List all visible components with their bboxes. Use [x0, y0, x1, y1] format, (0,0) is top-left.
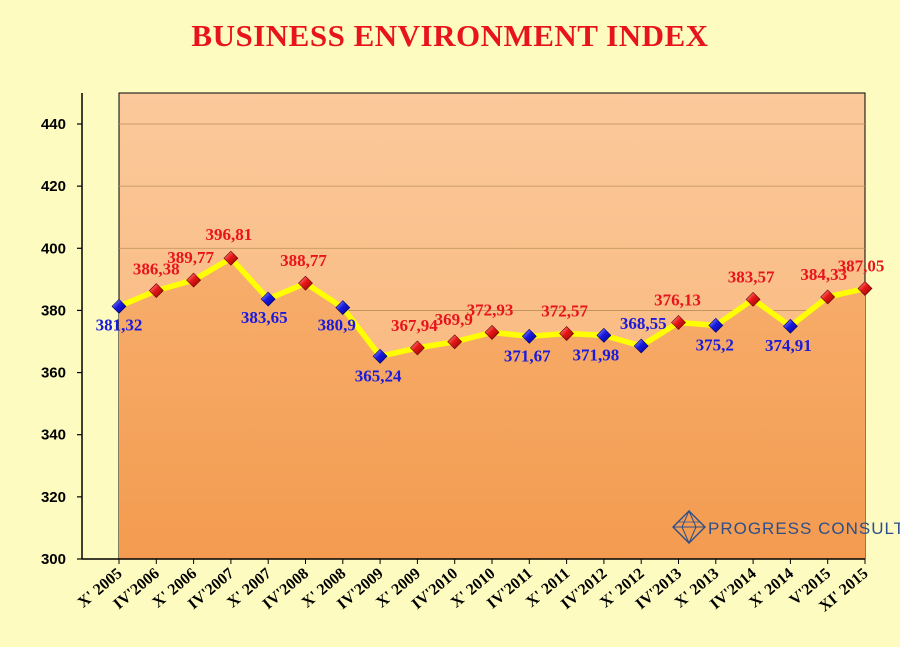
data-point-marker[interactable]	[782, 318, 798, 334]
data-point-marker[interactable]	[596, 327, 612, 343]
data-label: 381,32	[96, 315, 143, 334]
data-point-marker[interactable]	[409, 340, 425, 356]
data-label: 380,9	[318, 316, 356, 335]
y-tick-label: 420	[41, 178, 66, 195]
y-tick-label: 300	[41, 551, 66, 568]
data-point-marker[interactable]	[857, 281, 873, 296]
data-point-marker[interactable]	[447, 334, 463, 350]
watermark-text: PROGRESS CONSULT	[708, 519, 900, 538]
data-point-marker[interactable]	[186, 272, 202, 288]
data-label: 383,65	[241, 308, 288, 327]
y-tick-label: 380	[41, 302, 66, 319]
data-point-marker[interactable]	[298, 275, 313, 291]
y-tick-label: 440	[41, 116, 66, 133]
data-label: 374,91	[765, 336, 812, 355]
data-point-marker[interactable]	[111, 298, 127, 314]
data-label: 386,38	[133, 260, 180, 279]
data-point-marker[interactable]	[484, 324, 500, 340]
y-tick-label: 360	[41, 365, 66, 382]
data-label: 371,67	[504, 346, 551, 365]
data-label: 376,13	[654, 290, 701, 309]
data-point-marker[interactable]	[335, 300, 351, 316]
data-label: 368,55	[620, 314, 667, 333]
data-label: 387,05	[838, 257, 885, 276]
data-label: 372,93	[467, 300, 514, 319]
data-label: 396,81	[206, 225, 253, 244]
y-tick-label: 400	[41, 240, 66, 257]
y-tick-label: 340	[41, 427, 66, 444]
data-point-marker[interactable]	[372, 348, 388, 364]
data-point-marker[interactable]	[260, 291, 276, 307]
area-fill	[119, 258, 865, 559]
data-point-marker[interactable]	[671, 315, 686, 330]
data-label: 383,57	[728, 267, 775, 286]
data-label: 384,33	[800, 265, 847, 284]
data-label: 375,2	[696, 335, 734, 354]
data-point-marker[interactable]	[820, 289, 836, 305]
data-label: 369,9	[435, 310, 473, 329]
diamond-logo-icon	[672, 509, 706, 545]
data-label: 371,98	[573, 345, 620, 364]
data-label: 388,77	[280, 251, 327, 270]
data-point-marker[interactable]	[148, 283, 164, 299]
progress-consult-watermark: PROGRESS CONSULT	[672, 509, 900, 545]
data-label: 372,57	[541, 302, 588, 321]
data-point-marker[interactable]	[559, 326, 575, 341]
chart-title: BUSINESS ENVIRONMENT INDEX	[191, 18, 709, 53]
y-tick-label: 320	[41, 489, 66, 506]
data-point-marker[interactable]	[745, 291, 761, 307]
data-label: 389,77	[167, 248, 214, 267]
data-point-marker[interactable]	[633, 338, 649, 354]
data-point-marker[interactable]	[521, 328, 537, 344]
data-label: 365,24	[355, 366, 402, 385]
data-label: 367,94	[391, 316, 438, 335]
data-point-marker[interactable]	[223, 250, 239, 266]
data-point-marker[interactable]	[708, 317, 724, 333]
